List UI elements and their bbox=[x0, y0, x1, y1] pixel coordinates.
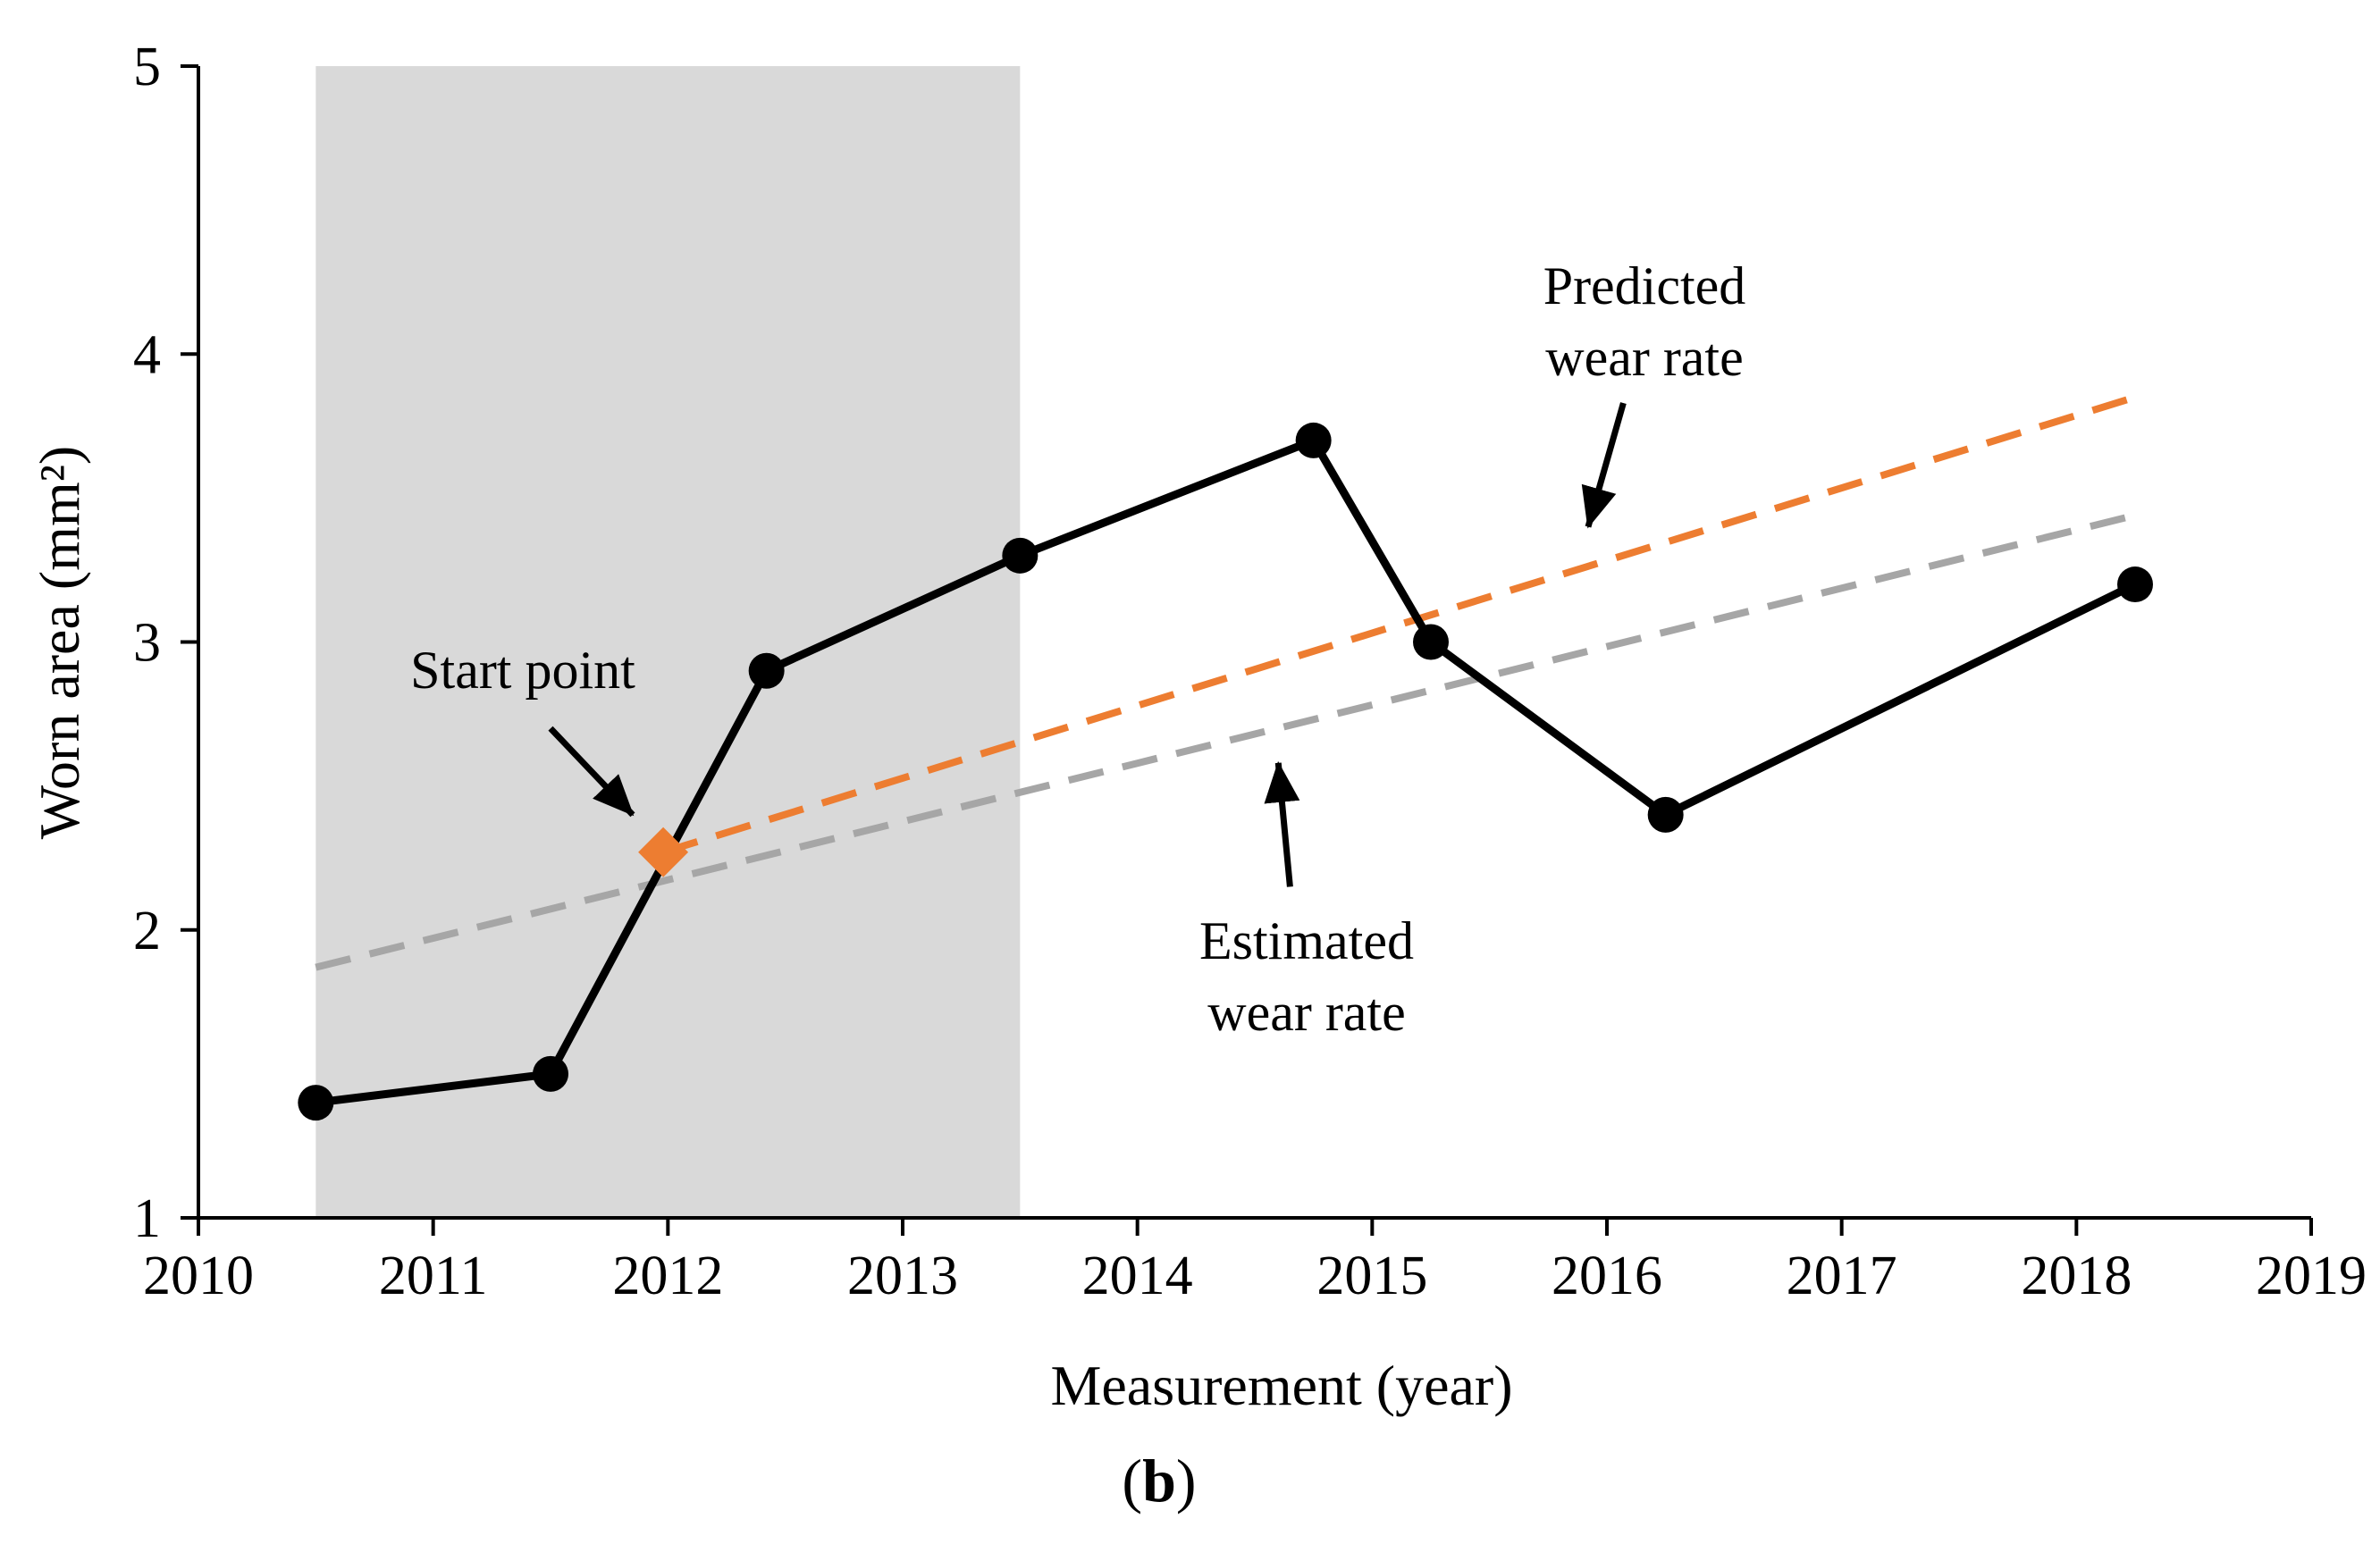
x-tick-label: 2015 bbox=[1316, 1246, 1427, 1306]
start-point-marker bbox=[638, 827, 689, 877]
y-axis-title: Worn area (mm²) bbox=[28, 446, 91, 840]
predicted-wear-rate-line bbox=[661, 393, 2137, 856]
start-point-label: Start point bbox=[410, 641, 635, 700]
estimated-wear-rate-label: wear rate bbox=[1207, 983, 1405, 1042]
annotation-arrow bbox=[1264, 760, 1300, 887]
y-tick-label: 1 bbox=[133, 1188, 161, 1249]
worn-area-point bbox=[533, 1055, 568, 1092]
x-tick-label: 2017 bbox=[1787, 1246, 1897, 1306]
worn-area-point bbox=[1002, 537, 1039, 574]
figure-caption: (b) bbox=[1122, 1447, 1196, 1515]
x-tick-label: 2010 bbox=[143, 1246, 254, 1306]
worn-area-point bbox=[748, 652, 785, 689]
worn-area-point bbox=[2117, 566, 2153, 603]
x-tick-label: 2018 bbox=[2021, 1246, 2132, 1306]
y-tick-label: 2 bbox=[133, 901, 161, 961]
x-axis-title: Measurement (year) bbox=[1050, 1354, 1512, 1417]
worn-area-point bbox=[298, 1085, 334, 1121]
x-tick-label: 2014 bbox=[1082, 1246, 1193, 1306]
annotation-arrow bbox=[1581, 402, 1627, 529]
y-tick-label: 4 bbox=[133, 324, 161, 385]
estimated-wear-rate-line bbox=[315, 511, 2136, 971]
annotation-arrow bbox=[548, 726, 635, 818]
worn-area-point bbox=[1295, 422, 1332, 458]
x-tick-label: 2019 bbox=[2256, 1246, 2367, 1306]
predicted-wear-rate-label: wear rate bbox=[1545, 328, 1743, 387]
x-tick-label: 2016 bbox=[1552, 1246, 1662, 1306]
worn-area-point bbox=[1647, 796, 1684, 833]
y-tick-label: 3 bbox=[133, 613, 161, 674]
shaded-region bbox=[315, 66, 1021, 1218]
worn-area-line bbox=[315, 436, 2137, 1107]
x-tick-label: 2013 bbox=[847, 1246, 958, 1306]
worn-area-point bbox=[1413, 624, 1449, 660]
y-tick-label: 5 bbox=[133, 37, 161, 97]
estimated-wear-rate-label: Estimated bbox=[1199, 911, 1414, 970]
predicted-wear-rate-label: Predicted bbox=[1543, 256, 1746, 315]
x-tick-label: 2011 bbox=[379, 1246, 488, 1306]
x-tick-label: 2012 bbox=[612, 1246, 723, 1306]
